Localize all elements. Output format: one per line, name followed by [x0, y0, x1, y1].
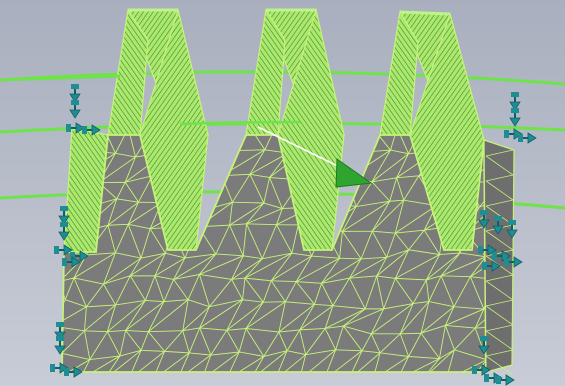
constraint-base	[508, 220, 516, 225]
constraint-base	[478, 246, 483, 254]
fixed-constraint-icon[interactable]	[54, 244, 73, 256]
fixed-constraint-icon[interactable]	[492, 216, 504, 235]
constraint-cone	[481, 364, 491, 376]
constraint-base	[70, 252, 75, 260]
fixed-constraint-icon[interactable]	[82, 124, 101, 136]
fixed-constraint-icon[interactable]	[472, 364, 491, 376]
constraint-cone	[69, 109, 81, 119]
constraint-base	[50, 364, 55, 372]
constraint-base	[56, 322, 64, 327]
constraint-base	[494, 216, 502, 221]
fixed-constraint-icon[interactable]	[506, 220, 518, 239]
constraint-base	[482, 262, 487, 270]
fixed-constraint-icon[interactable]	[482, 260, 501, 272]
constraint-cone	[71, 256, 81, 268]
fixed-constraint-icon[interactable]	[496, 374, 515, 386]
constraint-cone	[75, 122, 85, 134]
constraint-cone	[63, 244, 73, 256]
constraint-cone	[58, 231, 70, 241]
fixed-constraint-icon[interactable]	[69, 84, 81, 103]
constraint-cone	[506, 229, 518, 239]
constraint-cone	[73, 366, 83, 378]
fixed-constraint-icon[interactable]	[64, 366, 83, 378]
fixed-constraint-icon[interactable]	[478, 210, 490, 229]
fixed-constraint-icon[interactable]	[509, 108, 521, 127]
constraint-cone	[54, 345, 66, 355]
constraint-base	[60, 222, 68, 227]
constraint-cone	[513, 256, 523, 268]
mesh-face-fill	[61, 134, 487, 373]
constraint-base	[484, 374, 489, 382]
guide-ring	[0, 74, 121, 82]
constraint-cone	[58, 215, 70, 225]
constraint-cone	[527, 132, 537, 144]
mesh-front-face	[61, 134, 487, 373]
constraint-base	[60, 206, 68, 211]
constraint-cone	[478, 345, 490, 355]
constraint-cone	[505, 374, 515, 386]
fixed-constraint-icon[interactable]	[62, 256, 81, 268]
constraint-base	[62, 258, 67, 266]
fixed-constraint-icon[interactable]	[58, 206, 70, 225]
constraint-base	[64, 368, 69, 376]
constraint-cone	[79, 250, 89, 262]
constraint-cone	[492, 225, 504, 235]
guide-rings-front	[0, 74, 301, 126]
constraint-cone	[478, 219, 490, 229]
mesh-right-side	[483, 139, 515, 376]
constraint-cone	[509, 101, 521, 111]
constraint-cone	[91, 124, 101, 136]
constraint-base	[496, 376, 501, 384]
fixed-constraint-icon[interactable]	[54, 336, 66, 355]
fixed-constraint-icon[interactable]	[70, 250, 89, 262]
constraint-base	[472, 366, 477, 374]
constraint-base	[66, 124, 71, 132]
constraint-base	[480, 336, 488, 341]
constraint-cone	[491, 260, 501, 272]
constraint-base	[480, 210, 488, 215]
constraint-base	[518, 134, 523, 142]
fixed-constraint-icon[interactable]	[58, 222, 70, 241]
fixed-constraint-icon[interactable]	[504, 256, 523, 268]
fixed-constraints[interactable]	[50, 84, 537, 386]
constraint-base	[82, 126, 87, 134]
constraint-base	[504, 130, 509, 138]
fixed-constraint-icon[interactable]	[478, 336, 490, 355]
fixed-constraint-icon[interactable]	[66, 122, 85, 134]
constraint-base	[56, 336, 64, 341]
fixed-constraint-icon[interactable]	[509, 92, 521, 111]
guide-ring	[179, 120, 301, 126]
constraint-base	[71, 100, 79, 105]
force-load[interactable]	[257, 126, 373, 188]
constraint-base	[54, 246, 59, 254]
force-arrow-icon[interactable]	[335, 158, 373, 188]
constraint-base	[511, 92, 519, 97]
constraint-base	[492, 252, 497, 260]
constraint-base	[71, 84, 79, 89]
constraint-base	[511, 108, 519, 113]
tooth-top-land	[399, 10, 451, 16]
constraint-cone	[69, 93, 81, 103]
constraint-cone	[509, 117, 521, 127]
fixed-constraint-icon[interactable]	[518, 132, 537, 144]
fixed-constraint-icon[interactable]	[69, 100, 81, 119]
constraint-base	[504, 258, 509, 266]
